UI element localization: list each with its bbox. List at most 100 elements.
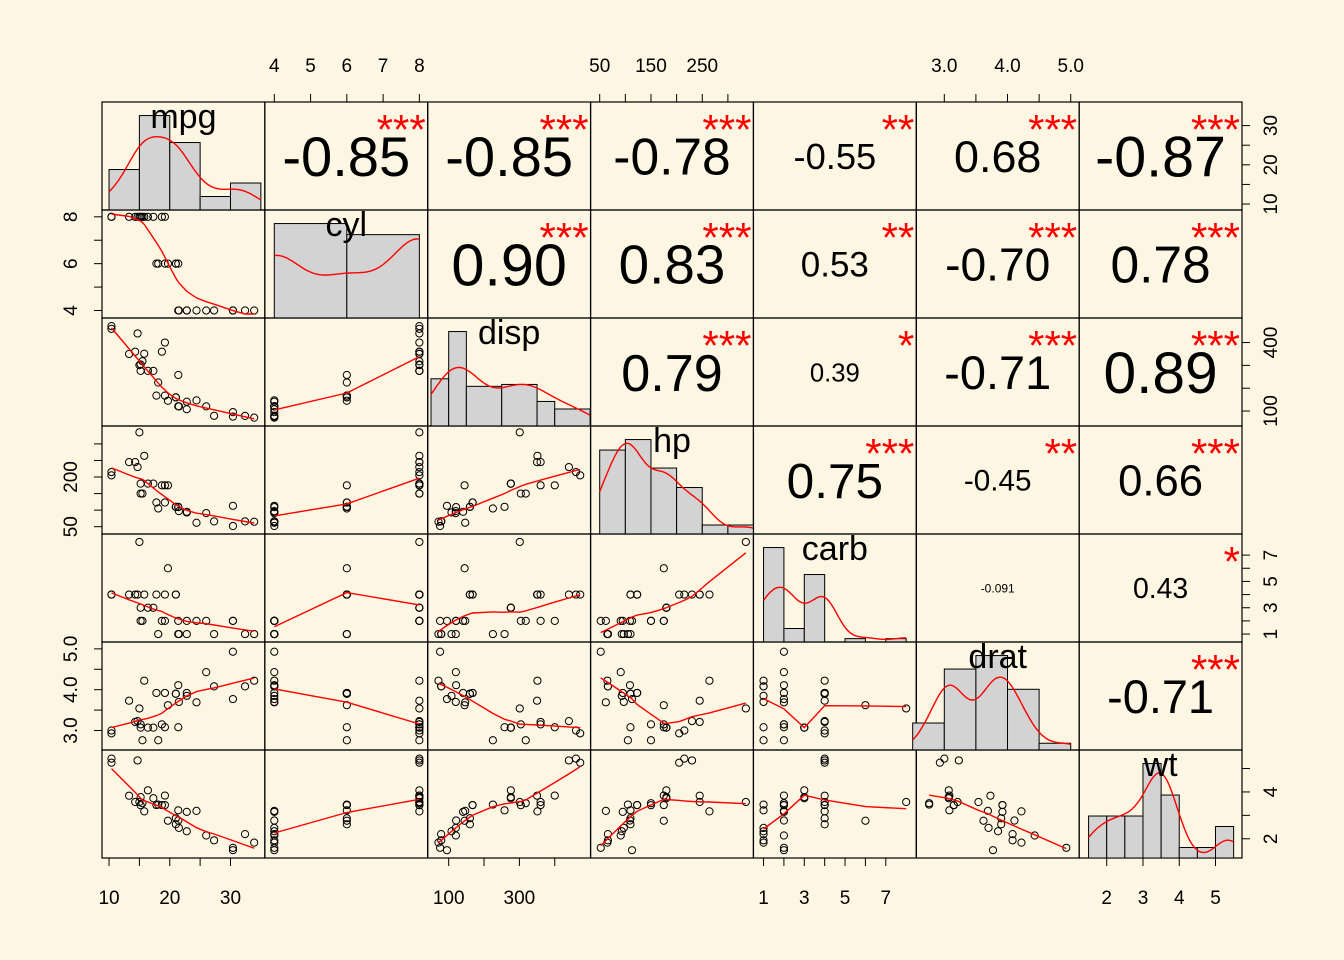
scatter-point <box>415 704 424 713</box>
scatter-point <box>192 306 201 315</box>
scatter-point <box>452 816 461 825</box>
scatter-point <box>779 801 789 810</box>
density-line <box>1088 772 1234 854</box>
smooth-line <box>274 798 420 834</box>
scatter-point <box>140 349 149 358</box>
scatter-point <box>533 590 542 599</box>
scatter-point <box>695 590 704 599</box>
significance-stars: *** <box>702 214 751 261</box>
scatter-point <box>152 259 161 268</box>
scatter-point <box>415 758 424 767</box>
scatter-point <box>998 800 1007 810</box>
scatter-point <box>342 736 351 745</box>
scatter-point <box>182 306 191 315</box>
scatter-point <box>603 629 613 639</box>
scatter-point <box>515 428 524 437</box>
smooth-line <box>111 213 255 315</box>
scatter-point <box>160 616 170 625</box>
scatter-point <box>342 688 351 698</box>
panel-disp-wt: 0.89*** <box>1078 317 1243 427</box>
panel-hp-drat: -0.45 ** <box>915 425 1080 535</box>
scatter-point <box>342 629 351 639</box>
scatter-point <box>415 756 424 765</box>
scatter-point <box>160 723 170 732</box>
tick-label: 20 <box>159 888 180 909</box>
scatter-point <box>596 616 605 625</box>
correlation-value: 0.90 <box>451 231 567 298</box>
tick-label: 250 <box>686 56 718 77</box>
scatter-point <box>940 754 949 763</box>
scatter-point <box>435 647 445 656</box>
scatter-point <box>437 629 446 639</box>
correlation-value: 0.78 <box>1110 236 1210 294</box>
correlation-value: -0.87 <box>1095 126 1226 190</box>
scatter-point <box>617 629 626 639</box>
scatter-point <box>149 723 158 732</box>
scatter-point <box>136 366 145 376</box>
scatter-point <box>415 720 424 729</box>
scatter-point <box>779 688 789 698</box>
scatter-point <box>415 462 424 472</box>
scatter-point <box>270 647 279 656</box>
tick-label: 5 <box>1210 888 1221 909</box>
scatter-point <box>209 629 219 639</box>
scatter-point <box>136 720 145 729</box>
tick-label: 5 <box>305 56 316 77</box>
scatter-point <box>536 458 545 467</box>
scatter-point <box>415 590 424 599</box>
significance-stars: ** <box>882 106 915 153</box>
variable-label-cyl: cyl <box>326 206 368 244</box>
panel-mpg-mpg: mpg <box>101 98 266 211</box>
tick-label: 50 <box>61 516 82 537</box>
scatter-point <box>1008 829 1017 839</box>
smooth-line <box>274 355 420 411</box>
scatter-point <box>536 800 545 810</box>
smooth-line <box>274 591 420 628</box>
scatter-point <box>779 843 789 852</box>
histogram-bar <box>501 383 538 427</box>
scatter-point <box>174 681 183 690</box>
scatter-point <box>171 590 180 599</box>
scatter-point <box>779 668 789 677</box>
scatter-point <box>160 212 170 221</box>
scatter-point <box>468 800 477 810</box>
scatter-point <box>182 691 191 700</box>
scatter-point <box>564 717 573 726</box>
scatter-point <box>993 827 1003 836</box>
tick-label: 10 <box>1261 193 1282 214</box>
scatter-point <box>488 629 497 639</box>
scatter-point <box>160 791 170 800</box>
histogram-bar <box>138 115 171 211</box>
scatter-point <box>192 806 201 816</box>
scatter-point <box>228 846 238 855</box>
variable-label-disp: disp <box>478 314 540 352</box>
scatter-point <box>154 629 163 639</box>
scatter-point <box>451 668 460 677</box>
histogram-bar <box>108 169 140 211</box>
scatter-point <box>986 791 995 800</box>
scatter-point <box>228 408 238 417</box>
tick-label: 4 <box>61 305 82 316</box>
scatter-point <box>460 816 469 825</box>
scatter-point <box>192 616 201 625</box>
scatter-point <box>270 397 279 406</box>
scatter-point <box>415 347 424 356</box>
histogram-bar <box>465 385 503 427</box>
panel-mpg-drat: 0.68*** <box>915 101 1080 211</box>
scatter-point <box>149 212 158 221</box>
scatter-point <box>468 590 477 599</box>
scatter-point <box>626 590 635 599</box>
scatter-point <box>820 688 829 698</box>
variable-label-mpg: mpg <box>150 98 216 136</box>
scatter-point <box>576 590 585 599</box>
scatter-point <box>627 846 637 855</box>
histogram-bar <box>1038 742 1072 751</box>
correlation-value: 0.79 <box>621 345 722 403</box>
scatter-point <box>532 696 542 705</box>
scatter-point <box>536 481 545 490</box>
scatter-point <box>459 807 468 816</box>
scatter-point <box>442 694 452 704</box>
scatter-point <box>521 489 530 498</box>
scatter-point <box>228 306 238 315</box>
scatter-point <box>820 717 829 726</box>
